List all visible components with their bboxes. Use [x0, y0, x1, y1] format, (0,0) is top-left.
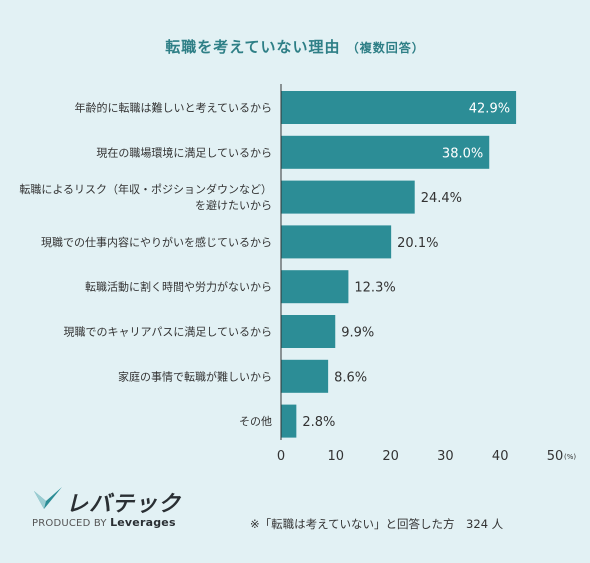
category-label: 転職によるリスク（年収・ポジションダウンなど） — [19, 182, 272, 196]
bar — [281, 315, 336, 348]
respondent-note: ※「転職は考えていない」と回答した方 324 人 — [250, 517, 504, 531]
levtech-logo-icon — [34, 487, 62, 509]
x-tick-label: 20 — [382, 449, 399, 464]
bar-value-label: 9.9% — [341, 326, 374, 341]
logo-brand: Leverages — [110, 516, 176, 529]
chart-title: 転職を考えていない理由 （複数回答） — [0, 36, 590, 57]
x-tick-label: 40 — [492, 449, 509, 464]
category-label: 家庭の事情で転職が難しいから — [118, 369, 272, 383]
bar-value-label: 8.6% — [334, 370, 367, 385]
x-tick-label: 30 — [437, 449, 454, 464]
category-label: 転職活動に割く時間や労力がないから — [85, 280, 272, 294]
bar — [281, 91, 517, 124]
x-tick-label: 50 — [547, 449, 564, 464]
bar — [281, 359, 329, 393]
category-label: 年齢的に転職は難しいと考えているから — [75, 101, 272, 115]
bar-value-label: 12.3% — [354, 281, 395, 296]
x-tick-label: 0 — [277, 449, 285, 464]
bar-value-label: 20.1% — [397, 236, 438, 251]
category-label: を避けたいから — [195, 198, 272, 212]
bar — [281, 180, 415, 214]
logo-produced-by-label: PRODUCED BY — [32, 518, 107, 529]
logo-produced-by: PRODUCED BY Leverages — [32, 516, 176, 529]
bar-value-label: 38.0% — [442, 146, 483, 161]
bar-value-label: 42.9% — [469, 102, 510, 117]
bar-value-label: 24.4% — [421, 191, 462, 206]
bar-value-label: 2.8% — [302, 415, 335, 430]
chart-title-sub: （複数回答） — [346, 41, 425, 55]
chart-title-main: 転職を考えていない理由 — [165, 38, 341, 56]
category-label: 現職でのキャリアパスに満足しているから — [64, 326, 272, 339]
bar — [281, 135, 490, 169]
category-label: その他 — [239, 415, 272, 428]
bar — [281, 225, 392, 259]
category-label: 現在の職場環境に満足しているから — [96, 145, 272, 159]
bar — [281, 404, 297, 438]
x-tick-label: 10 — [328, 449, 345, 464]
category-label: 現職での仕事内容にやりがいを感じているから — [41, 235, 272, 249]
logo-name: レバテック — [66, 492, 182, 517]
bar — [281, 270, 349, 304]
x-unit-label: (%) — [564, 453, 576, 461]
